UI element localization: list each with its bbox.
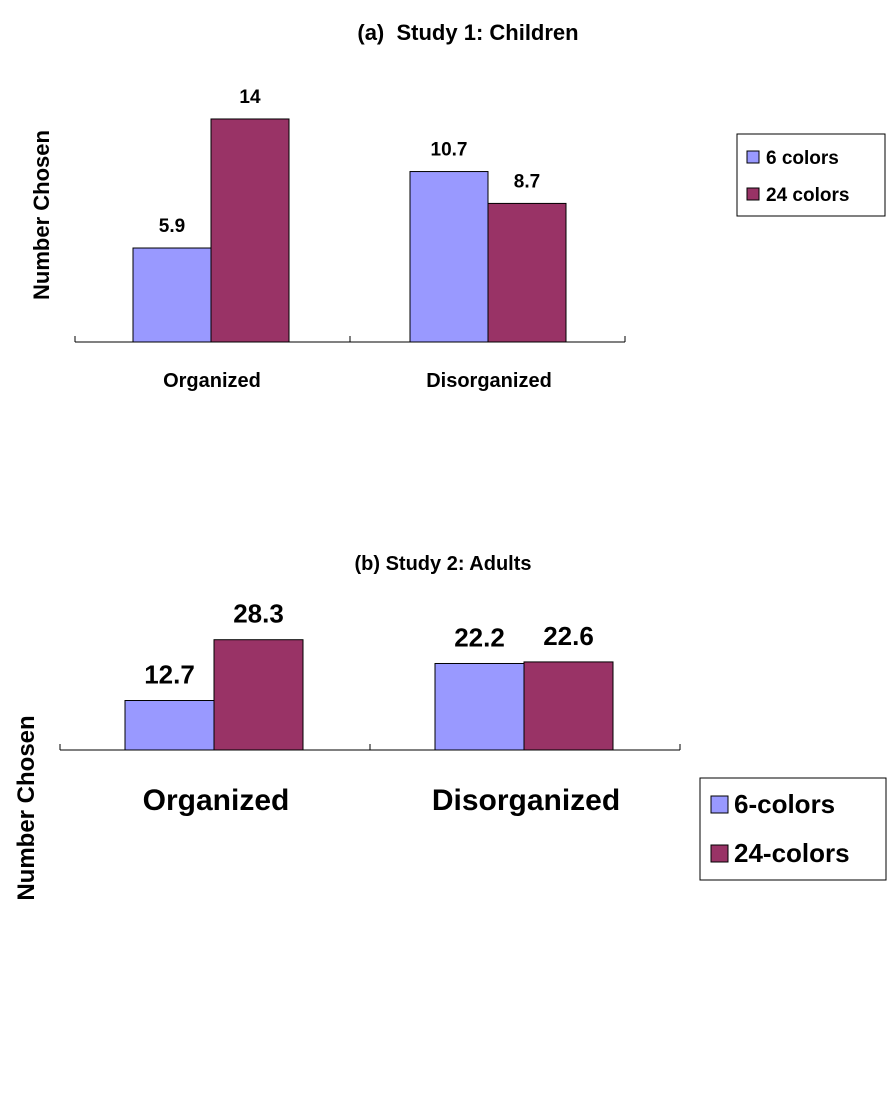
chart-b-legend-swatch-6-colors <box>710 795 729 814</box>
chart-a-legend-swatch-6-colors <box>746 150 760 164</box>
chart-a-value-label-disorganized-24-colors: 8.7 <box>514 171 540 192</box>
chart-a-bar-disorganized-24-colors <box>487 202 567 343</box>
chart-b-legend-label-24-colors: 24-colors <box>734 838 850 868</box>
chart-a-value-label-organized-6-colors: 5.9 <box>159 216 185 237</box>
chart-a-bar-organized-6-colors <box>132 247 212 343</box>
chart-b-bar-organized-24-colors <box>213 639 304 751</box>
chart-b-value-label-disorganized-24-colors: 22.6 <box>543 621 594 651</box>
chart-b-title: (b) Study 2: Adults <box>354 553 531 575</box>
chart-b-y-axis-label: Number Chosen <box>13 715 40 900</box>
chart-b-legend-box <box>699 777 887 881</box>
chart-b-bar-disorganized-24-colors <box>523 661 614 751</box>
chart-b-legend-swatch-24-colors <box>710 844 729 863</box>
chart-b-value-label-disorganized-6-colors: 22.2 <box>454 622 505 652</box>
chart-b-value-label-organized-6-colors: 12.7 <box>144 660 195 690</box>
chart-a-value-labels: 5.9 10.7 14 8.7 <box>159 87 540 237</box>
chart-a-legend-label-6-colors: 6 colors <box>766 148 839 169</box>
chart-b-legend-label-6-colors: 6-colors <box>734 789 835 819</box>
chart-b-category-label-disorganized: Disorganized <box>432 784 620 817</box>
chart-b-value-label-organized-24-colors: 28.3 <box>233 599 284 629</box>
chart-a-value-label-organized-24-colors: 14 <box>239 87 261 108</box>
chart-a-category-label-organized: Organized <box>163 370 261 392</box>
chart-b-category-label-organized: Organized <box>143 784 290 817</box>
chart-b-legend: 6-colors 24-colors <box>699 777 887 881</box>
chart-a-bar-organized-24-colors <box>210 118 290 343</box>
chart-a-title: (a) Study 1: Children <box>357 20 578 45</box>
chart-a-legend-box <box>736 133 886 217</box>
chart-b-value-labels: 12.7 22.2 28.3 22.6 <box>144 599 594 690</box>
chart-b-bar-organized-6-colors <box>124 700 215 751</box>
chart-a-y-axis-label: Number Chosen <box>29 130 54 300</box>
chart-a: (a) Study 1: Children Number Chosen 5.9 1… <box>29 20 886 392</box>
chart-a-bar-disorganized-6-colors <box>409 171 489 343</box>
chart-b: (b) Study 2: Adults Number Chosen 12.7 22… <box>13 553 887 901</box>
chart-a-legend-label-24-colors: 24 colors <box>766 185 849 206</box>
chart-a-legend: 6 colors 24 colors <box>736 133 886 217</box>
chart-b-bars <box>124 639 614 751</box>
chart-b-bar-disorganized-6-colors <box>434 662 525 751</box>
chart-a-bars <box>132 118 567 343</box>
chart-a-value-label-disorganized-6-colors: 10.7 <box>431 140 468 161</box>
chart-a-legend-swatch-24-colors <box>746 187 760 201</box>
chart-a-category-label-disorganized: Disorganized <box>426 370 552 392</box>
